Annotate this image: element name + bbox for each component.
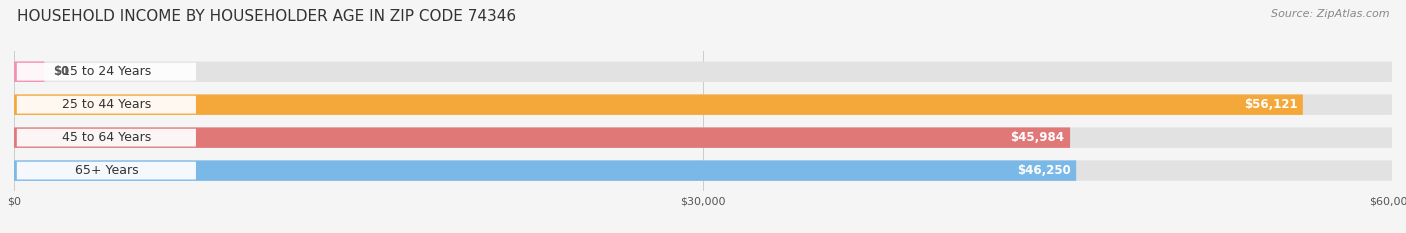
FancyBboxPatch shape [14, 94, 1303, 115]
Text: $45,984: $45,984 [1011, 131, 1064, 144]
Text: 65+ Years: 65+ Years [75, 164, 138, 177]
FancyBboxPatch shape [14, 127, 1070, 148]
Text: HOUSEHOLD INCOME BY HOUSEHOLDER AGE IN ZIP CODE 74346: HOUSEHOLD INCOME BY HOUSEHOLDER AGE IN Z… [17, 9, 516, 24]
Text: $46,250: $46,250 [1017, 164, 1070, 177]
FancyBboxPatch shape [14, 160, 1076, 181]
Text: 15 to 24 Years: 15 to 24 Years [62, 65, 150, 78]
Text: 25 to 44 Years: 25 to 44 Years [62, 98, 150, 111]
FancyBboxPatch shape [14, 62, 45, 82]
Text: 45 to 64 Years: 45 to 64 Years [62, 131, 150, 144]
Text: $0: $0 [52, 65, 69, 78]
FancyBboxPatch shape [14, 160, 1392, 181]
FancyBboxPatch shape [17, 129, 195, 147]
FancyBboxPatch shape [14, 127, 1392, 148]
FancyBboxPatch shape [17, 96, 195, 113]
FancyBboxPatch shape [14, 62, 1392, 82]
FancyBboxPatch shape [17, 162, 195, 179]
Text: Source: ZipAtlas.com: Source: ZipAtlas.com [1271, 9, 1389, 19]
FancyBboxPatch shape [14, 94, 1392, 115]
FancyBboxPatch shape [17, 63, 195, 81]
Text: $56,121: $56,121 [1244, 98, 1298, 111]
